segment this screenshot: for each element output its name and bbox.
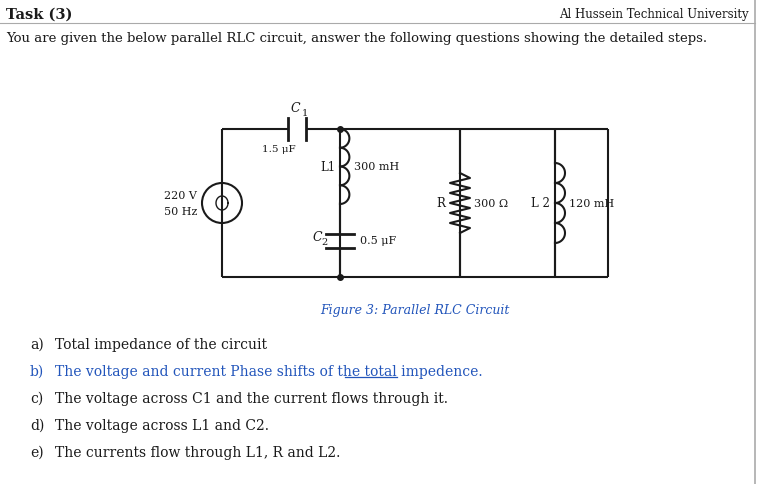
- Text: L 2: L 2: [531, 197, 550, 210]
- Text: d): d): [30, 418, 44, 432]
- Text: R: R: [436, 197, 445, 210]
- Text: 2: 2: [322, 238, 328, 246]
- Text: Al Hussein Technical University: Al Hussein Technical University: [559, 8, 749, 21]
- Text: 1.5 μF: 1.5 μF: [262, 145, 296, 154]
- Text: 50 Hz: 50 Hz: [164, 207, 197, 216]
- Text: The voltage and current Phase shifts of the total impedence.: The voltage and current Phase shifts of …: [55, 364, 483, 378]
- Text: 1: 1: [302, 109, 308, 118]
- Text: 0.5 μF: 0.5 μF: [360, 236, 396, 246]
- Text: a): a): [30, 337, 44, 351]
- Text: L1: L1: [320, 161, 335, 174]
- Text: You are given the below parallel RLC circuit, answer the following questions sho: You are given the below parallel RLC cir…: [6, 32, 707, 45]
- Text: 300 Ω: 300 Ω: [474, 198, 508, 209]
- Text: Figure 3: Parallel RLC Circuit: Figure 3: Parallel RLC Circuit: [320, 303, 509, 317]
- Text: 120 mH: 120 mH: [569, 198, 614, 209]
- Text: b): b): [30, 364, 44, 378]
- Text: e): e): [30, 445, 44, 459]
- Text: C: C: [290, 102, 300, 115]
- Text: c): c): [30, 391, 43, 405]
- Text: The currents flow through L1, R and L2.: The currents flow through L1, R and L2.: [55, 445, 340, 459]
- Text: The voltage across L1 and C2.: The voltage across L1 and C2.: [55, 418, 269, 432]
- Text: The voltage across C1 and the current flows through it.: The voltage across C1 and the current fl…: [55, 391, 448, 405]
- Text: Task (3): Task (3): [6, 8, 72, 22]
- Text: 300 mH: 300 mH: [354, 162, 399, 172]
- Text: 220 V: 220 V: [164, 191, 197, 200]
- Text: C: C: [313, 230, 322, 243]
- Text: Total impedance of the circuit: Total impedance of the circuit: [55, 337, 267, 351]
